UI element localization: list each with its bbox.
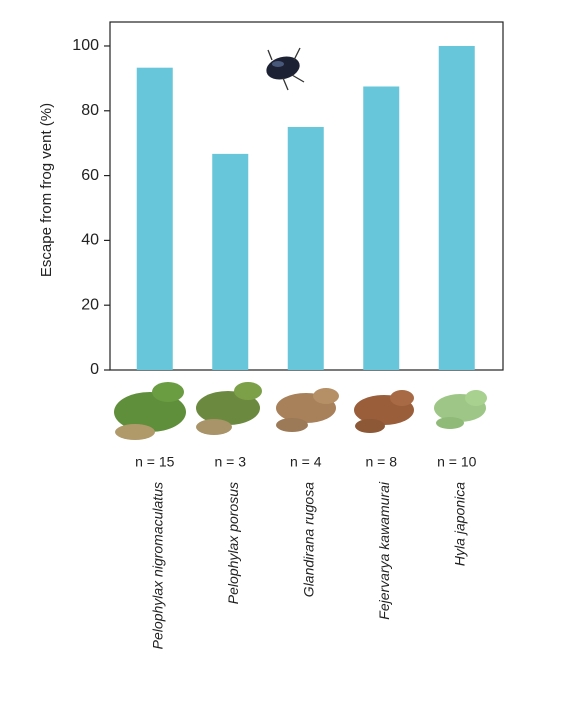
sample-label: n = 10 [437, 454, 477, 470]
sample-label: n = 8 [365, 454, 397, 470]
x-tick-label: Hyla japonica [451, 482, 467, 566]
frog-images [114, 382, 487, 440]
bar [438, 45, 475, 370]
x-tick-label: Fejervarya kawamurai [376, 481, 392, 620]
sample-label: n = 15 [135, 454, 175, 470]
x-tick-label: Pelophylax porosus [225, 482, 241, 604]
sample-label: n = 4 [290, 454, 322, 470]
bar [136, 67, 173, 371]
bar [287, 126, 324, 370]
y-tick-label: 0 [90, 361, 99, 378]
bar [212, 153, 249, 370]
beetle-icon [266, 47, 305, 91]
y-tick-label: 20 [81, 296, 99, 313]
y-tick-label: 80 [81, 102, 99, 119]
sample-label: n = 3 [214, 454, 246, 470]
y-axis-label: Escape from frog vent (%) [38, 103, 55, 277]
x-tick-label: Glandirana rugosa [300, 482, 316, 597]
bar [363, 86, 400, 371]
y-tick-label: 40 [81, 232, 99, 249]
y-tick-label: 100 [72, 37, 99, 54]
y-tick-label: 60 [81, 167, 99, 184]
x-tick-label: Pelophylax nigromaculatus [149, 482, 165, 649]
